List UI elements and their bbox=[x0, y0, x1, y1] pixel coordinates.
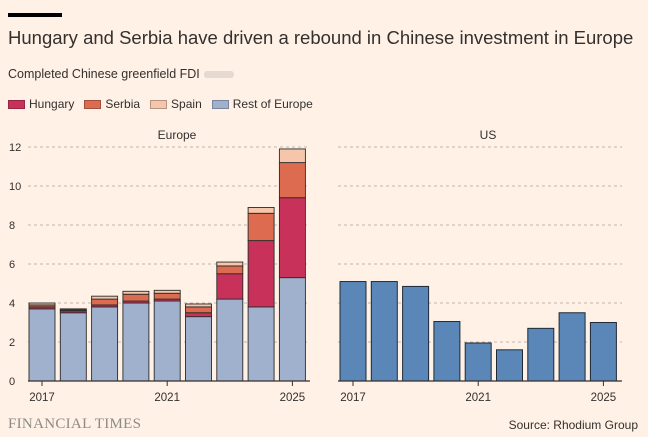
bar-segment-spain bbox=[247, 206, 275, 214]
bar-segment-spain bbox=[59, 308, 87, 311]
bar-us bbox=[589, 322, 617, 382]
y-tick-label: 6 bbox=[9, 259, 15, 271]
x-tick-label: 2017 bbox=[29, 392, 55, 404]
legend-item-rest: Rest of Europe bbox=[211, 97, 313, 111]
bar-us bbox=[433, 321, 461, 382]
bar-segment-rest-of-europe bbox=[122, 302, 150, 382]
bar-us bbox=[464, 342, 492, 382]
panel-title: US bbox=[480, 128, 497, 142]
bar-segment-hungary bbox=[278, 197, 306, 279]
legend-item-hungary: Hungary bbox=[8, 97, 74, 111]
bar-segment-rest-of-europe bbox=[59, 312, 87, 382]
bar-segment-rest-of-europe bbox=[247, 306, 275, 382]
x-tick-label: 2025 bbox=[280, 392, 306, 404]
bar-segment-serbia bbox=[91, 298, 119, 306]
legend-label-hungary: Hungary bbox=[29, 97, 75, 111]
bar-us bbox=[558, 312, 586, 382]
bar-segment-spain bbox=[278, 148, 306, 164]
legend-swatch-hungary bbox=[8, 99, 25, 109]
bar-segment-serbia bbox=[216, 265, 244, 275]
legend-swatch-serbia bbox=[84, 99, 102, 109]
source-note: Source: Rhodium Group bbox=[508, 418, 638, 432]
bar-segment-hungary bbox=[185, 312, 212, 318]
chart-subtitle: Completed Chinese greenfield FDI bbox=[8, 67, 234, 81]
x-tick-label: 2021 bbox=[465, 392, 491, 404]
bar-segment-serbia bbox=[122, 293, 150, 302]
bar-segment-hungary bbox=[216, 273, 244, 300]
legend: Hungary Serbia Spain Rest of Europe bbox=[8, 97, 323, 111]
legend-label-spain: Spain bbox=[171, 97, 202, 111]
y-tick-label: 4 bbox=[9, 298, 15, 310]
bar-us bbox=[370, 281, 398, 382]
bar-segment-hungary bbox=[247, 240, 275, 308]
ft-logo: FINANCIAL TIMES bbox=[8, 416, 142, 432]
y-tick-label: 0 bbox=[9, 376, 15, 388]
bar-segment-spain bbox=[153, 289, 181, 294]
legend-label-rest: Rest of Europe bbox=[232, 97, 313, 111]
bar-segment-rest-of-europe bbox=[216, 298, 244, 382]
x-tick-label: 2021 bbox=[154, 392, 180, 404]
redacted-unit bbox=[203, 71, 234, 79]
bar-segment-rest-of-europe bbox=[278, 277, 306, 382]
y-tick-label: 10 bbox=[9, 181, 21, 193]
y-tick-label: 2 bbox=[9, 337, 15, 349]
chart-title: Hungary and Serbia have driven a rebound… bbox=[8, 27, 634, 48]
x-tick-label: 2017 bbox=[340, 392, 366, 404]
bar-segment-spain bbox=[91, 295, 119, 300]
legend-label-serbia: Serbia bbox=[105, 97, 141, 111]
bar-segment-rest-of-europe bbox=[91, 306, 119, 382]
y-tick-label: 8 bbox=[9, 220, 15, 232]
legend-swatch-rest bbox=[211, 99, 229, 109]
ft-top-bar bbox=[8, 13, 62, 17]
legend-item-serbia: Serbia bbox=[84, 97, 140, 111]
bar-segment-rest-of-europe bbox=[28, 308, 56, 382]
bar-segment-spain bbox=[122, 290, 150, 295]
bar-us bbox=[402, 285, 430, 382]
subtitle-text: Completed Chinese greenfield FDI bbox=[8, 67, 200, 81]
panel-title: Europe bbox=[158, 128, 197, 142]
bar-us bbox=[527, 327, 555, 382]
bar-segment-serbia bbox=[185, 306, 212, 314]
bar-segment-spain bbox=[28, 302, 56, 306]
bar-us bbox=[339, 281, 367, 382]
bar-segment-spain bbox=[185, 303, 212, 308]
legend-item-spain: Spain bbox=[150, 97, 202, 111]
bar-segment-rest-of-europe bbox=[185, 316, 212, 382]
x-tick-label: 2025 bbox=[591, 392, 617, 404]
bar-us bbox=[496, 349, 523, 382]
bar-segment-serbia bbox=[247, 212, 275, 242]
bar-segment-serbia bbox=[153, 292, 181, 300]
bar-segment-spain bbox=[216, 261, 244, 267]
bar-segment-rest-of-europe bbox=[153, 300, 181, 382]
legend-swatch-spain bbox=[150, 99, 168, 109]
y-tick-label: 12 bbox=[9, 142, 21, 154]
bar-segment-serbia bbox=[278, 162, 306, 199]
